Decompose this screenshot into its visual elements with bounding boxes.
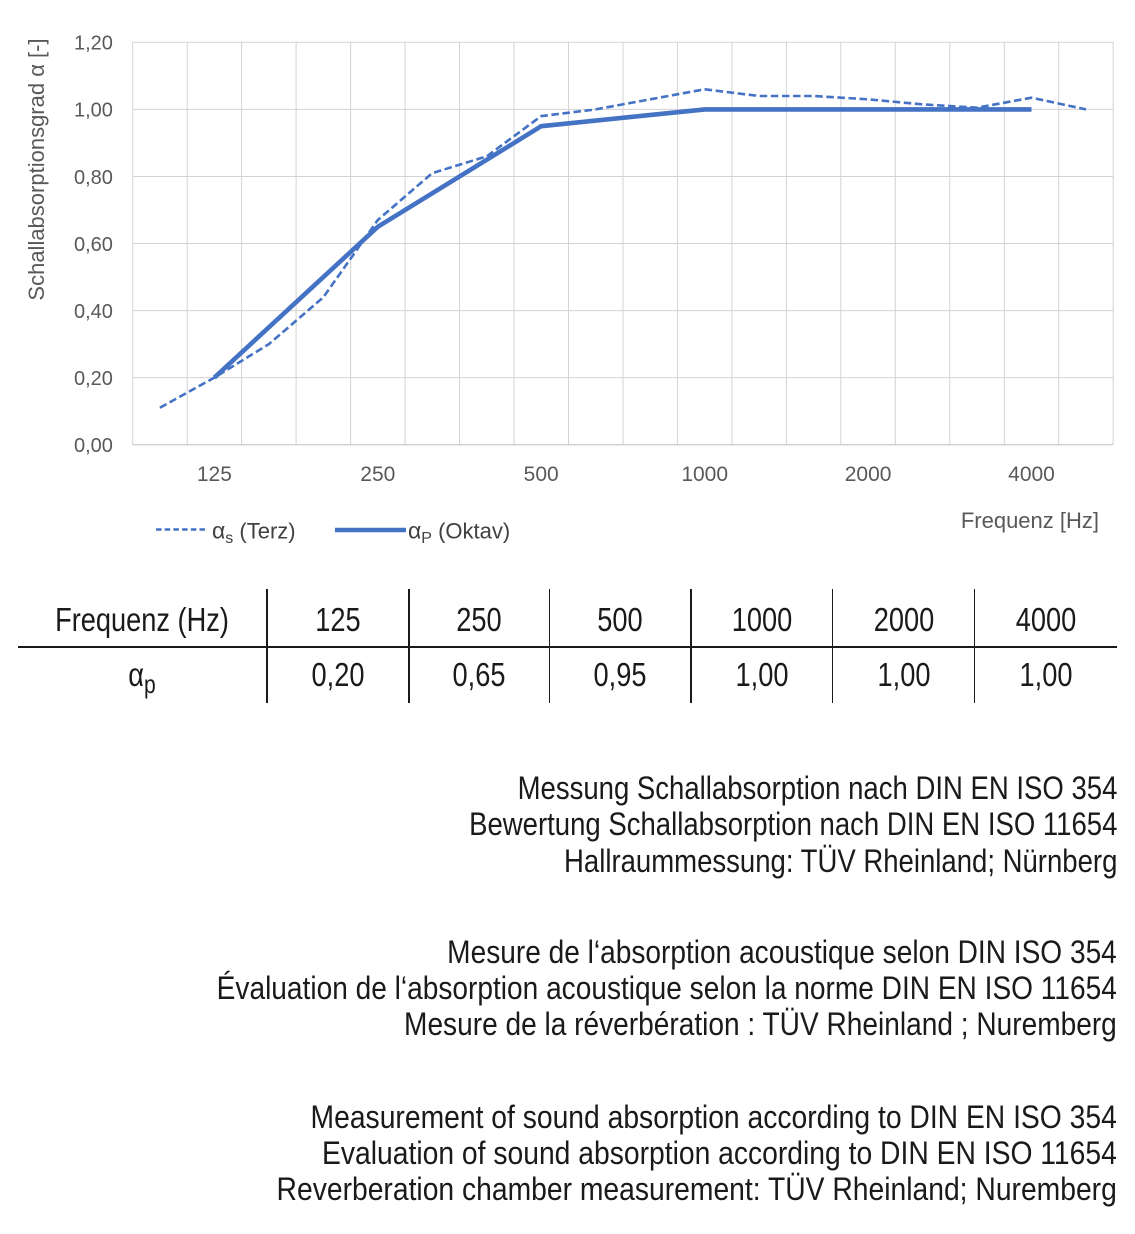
svg-text:Schallabsorptionsgrad α [-]: Schallabsorptionsgrad α [-] xyxy=(24,38,49,300)
svg-text:1000: 1000 xyxy=(681,463,728,486)
svg-text:αs (Terz): αs (Terz) xyxy=(212,518,296,548)
svg-text:4000: 4000 xyxy=(1008,463,1055,486)
svg-text:1,00: 1,00 xyxy=(74,100,113,122)
svg-text:500: 500 xyxy=(524,463,559,486)
svg-text:αP (Oktav): αP (Oktav) xyxy=(408,518,510,548)
svg-text:0,20: 0,20 xyxy=(74,368,113,390)
svg-text:Frequenz [Hz]: Frequenz [Hz] xyxy=(961,508,1099,533)
svg-text:0,60: 0,60 xyxy=(74,234,113,256)
svg-text:2000: 2000 xyxy=(845,463,892,486)
svg-text:250: 250 xyxy=(360,463,395,486)
svg-text:125: 125 xyxy=(197,463,232,486)
svg-text:0,00: 0,00 xyxy=(74,435,113,457)
svg-text:0,40: 0,40 xyxy=(74,301,113,323)
svg-text:0,80: 0,80 xyxy=(74,167,113,189)
svg-text:1,20: 1,20 xyxy=(74,33,113,55)
